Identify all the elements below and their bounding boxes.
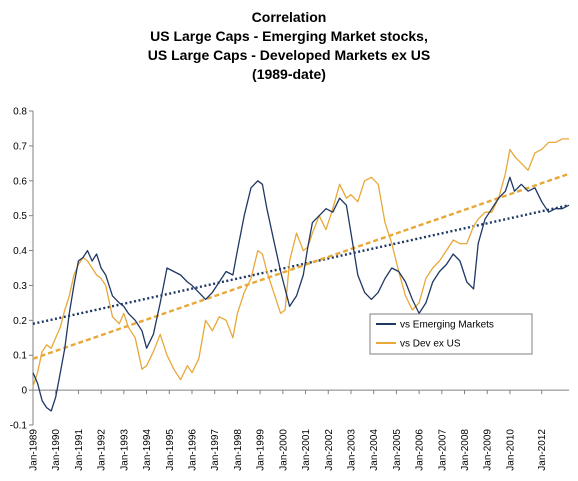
y-tick-label: 0.1 <box>13 351 27 362</box>
series-line-emerging-markets <box>32 176 570 412</box>
y-tick-label: 0.4 <box>13 246 27 257</box>
y-tick-label: 0 <box>21 386 27 397</box>
y-tick-label: 0.3 <box>13 281 27 292</box>
x-tick-label: Jan-2000 <box>278 429 289 471</box>
x-tick-label: Jan-1992 <box>97 429 108 471</box>
x-tick-label: Jan-1989 <box>29 429 40 471</box>
x-tick-label: Jan-2001 <box>301 429 312 471</box>
legend-label: vs Emerging Markets <box>400 320 494 331</box>
x-tick-label: Jan-1991 <box>74 429 85 471</box>
y-tick-label: 0.2 <box>13 316 27 327</box>
trendline-dev-ex-us <box>32 172 570 360</box>
x-tick-label: Jan-1996 <box>187 429 198 471</box>
axes: -0.1 0 0.1 0.2 0.3 0.4 0.5 0.6 0.7 0.8 Jan-1989 Jan… <box>10 107 569 471</box>
legend-label: vs Dev ex US <box>400 339 461 350</box>
chart-title-line-1: Correlation <box>251 9 327 25</box>
x-tick-label: Jan-1997 <box>210 429 221 471</box>
x-tick-label: Jan-2002 <box>324 429 335 471</box>
series-line-dev-ex-us <box>32 138 569 387</box>
chart-title-line-2: US Large Caps - Emerging Market stocks, <box>150 28 428 44</box>
y-tick-label: 0.8 <box>13 107 27 118</box>
x-tick-label: Jan-2012 <box>537 429 548 471</box>
legend: vs Emerging Markets vs Dev ex US <box>369 313 533 355</box>
x-tick-label: Jan-1993 <box>119 429 130 471</box>
x-tick-label: Jan-2008 <box>460 429 471 471</box>
x-tick-label: Jan-2005 <box>392 429 403 471</box>
x-tick-label: Jan-1998 <box>233 429 244 471</box>
trendline-emerging-markets <box>32 204 570 325</box>
x-tick-label: Jan-1990 <box>51 429 62 471</box>
x-tick-label: Jan-2007 <box>437 429 448 471</box>
x-tick-label: Jan-2009 <box>483 429 494 471</box>
x-tick-label: Jan-1999 <box>256 429 267 471</box>
chart-title-line-3: US Large Caps - Developed Markets ex US <box>147 47 431 63</box>
x-tick-label: Jan-1994 <box>142 429 153 471</box>
legend-box <box>369 313 533 355</box>
y-tick-label: 0.6 <box>13 176 27 187</box>
x-tick-label: Jan-2004 <box>369 429 380 471</box>
x-tick-label: Jan-2003 <box>346 429 357 471</box>
x-tick-label: Jan-1995 <box>165 429 176 471</box>
x-tick-label: Jan-2006 <box>415 429 426 471</box>
trendlines <box>32 172 570 360</box>
x-tick-label: Jan-2010 <box>505 429 516 471</box>
chart-title-line-4: (1989-date) <box>252 66 326 82</box>
y-tick-label: -0.1 <box>10 421 28 432</box>
y-tick-label: 0.5 <box>13 211 27 222</box>
series-lines <box>32 138 570 412</box>
y-tick-label: 0.7 <box>13 141 27 152</box>
